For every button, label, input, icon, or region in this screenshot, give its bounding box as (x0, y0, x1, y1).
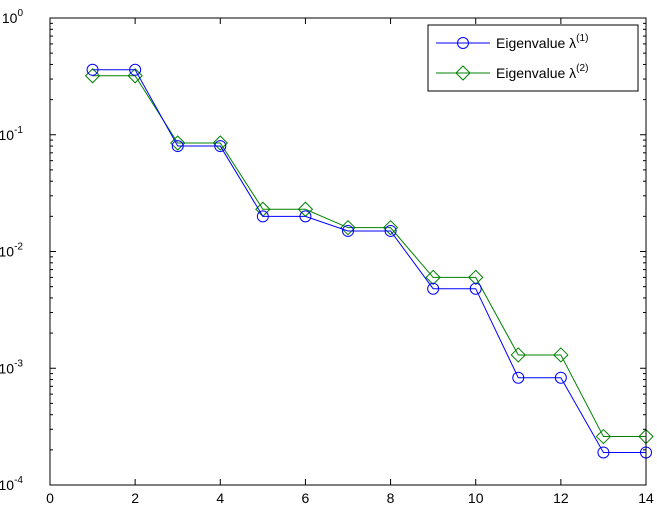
series-2-point (425, 269, 441, 286)
legend-label: Eigenvalue λ(1) (496, 33, 588, 51)
series-1 (86, 63, 652, 459)
series-2-point (595, 428, 612, 445)
series-2-point (468, 269, 484, 286)
legend-label: Eigenvalue λ(2) (496, 63, 588, 81)
series-1-point (171, 140, 184, 153)
series-1-point (256, 210, 269, 223)
series-1-point (469, 282, 482, 295)
x-tick-label: 8 (387, 490, 395, 506)
y-tick-label: 10-1 (0, 125, 23, 143)
series-2-point (510, 347, 526, 363)
series-2-point (340, 219, 356, 236)
series-1-point (342, 224, 354, 237)
x-tick-label: 6 (302, 490, 310, 506)
series-2-point (382, 219, 399, 236)
axes-layer: 0 2 4 6 8 10 12 14 100 10-1 10-2 10-3 10-4 (0, 8, 654, 506)
y-tick-label: 10-4 (0, 475, 23, 493)
series-1-point (554, 371, 567, 384)
legend-entry-1: Eigenvalue λ(1) (436, 33, 588, 51)
series-2-point (553, 347, 569, 363)
y-tick-label: 100 (2, 8, 24, 26)
series-1-point (129, 63, 142, 76)
x-tick-label: 0 (46, 490, 54, 506)
legend-marker (457, 37, 469, 49)
x-tick-label: 12 (553, 490, 569, 506)
legend: Eigenvalue λ(1) Eigenvalue λ(2) (427, 24, 639, 92)
series-2-point (212, 135, 228, 151)
series-1-point (86, 63, 99, 76)
x-tick-label: 14 (638, 490, 654, 506)
legend-marker (455, 65, 471, 81)
series-1-point (597, 446, 610, 459)
y-tick-label: 10-3 (0, 358, 23, 376)
series-1-point (214, 140, 227, 153)
x-tick-label: 10 (468, 490, 484, 506)
series-1-line (92, 69, 646, 453)
series-layer (84, 63, 654, 459)
series-2-point (170, 135, 186, 151)
series-1-point (512, 371, 525, 384)
legend-entry-2: Eigenvalue λ(2) (436, 63, 588, 81)
x-tick-label: 2 (131, 490, 139, 506)
y-tick-label: 10-2 (0, 242, 23, 260)
series-1-point (299, 210, 312, 223)
x-tick-label: 4 (216, 490, 224, 506)
series-1-point (427, 282, 440, 295)
series-1-point (384, 224, 397, 237)
